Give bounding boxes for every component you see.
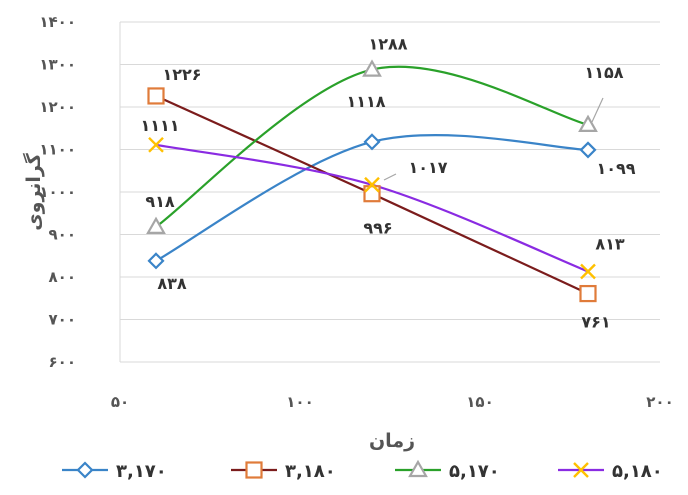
data-label: ۸۱۳ xyxy=(595,234,625,253)
legend-entry: ۳,۱۷۰ xyxy=(62,461,167,482)
x-tick-label: ۱۰۰ xyxy=(286,393,313,411)
data-label: ۷۶۱ xyxy=(581,313,610,332)
leader-line xyxy=(383,173,397,181)
x-tick-label: ۵۰ xyxy=(111,393,129,411)
gridlines xyxy=(120,21,660,363)
legend: ۳,۱۷۰ ۳,۱۸۰ ۵,۱۷۰ ۵,۱۸۰ xyxy=(62,459,663,482)
data-labels: ۸۳۸ ۱۱۱۸ ۱۰۹۹ ۱۲۲۶ ۹۹۶ ۷۶۱ ۹۱۸ ۱۲۸۸ ۱۱۵۸ ۱۱۱۱ ۱۰۱۷… xyxy=(140,35,635,332)
y-tick-label: ۱۰۰۰ xyxy=(39,183,76,201)
series-3-point xyxy=(362,59,382,77)
series-3-point xyxy=(578,114,598,132)
series-1-point xyxy=(363,133,381,151)
axes: ۶۰۰ ۷۰۰ ۸۰۰ ۹۰۰ ۱۰۰۰ ۱۱۰۰ ۱۲۰۰ ۱۳۰۰ ۱۴۰۰ ۵۰ ۱۰۰ ۱۵۰… xyxy=(39,13,673,411)
y-tick-label: ۹۰۰ xyxy=(49,226,76,244)
leader-line xyxy=(591,97,604,123)
legend-entry: ۳,۱۸۰ xyxy=(231,461,336,482)
legend-entry: ۵,۱۸۰ xyxy=(558,461,663,482)
x-tick-label: ۱۵۰ xyxy=(466,393,493,411)
x-axis-title: زمان xyxy=(369,430,415,452)
data-label: ۱۰۱۷ xyxy=(408,158,447,177)
series-line-4 xyxy=(155,143,589,273)
data-label: ۱۱۵۸ xyxy=(584,63,623,82)
y-tick-label: ۸۰۰ xyxy=(49,268,76,286)
data-label: ۱۲۸۸ xyxy=(368,35,407,54)
legend-entry: ۵,۱۷۰ xyxy=(395,459,500,482)
series-4-point xyxy=(364,176,380,193)
series-2-point xyxy=(579,284,597,303)
legend-label: ۳,۱۸۰ xyxy=(285,461,336,482)
legend-label: ۵,۱۸۰ xyxy=(612,461,663,482)
y-tick-label: ۶۰۰ xyxy=(49,353,76,371)
series-4-point xyxy=(148,136,164,153)
y-tick-label: ۱۲۰۰ xyxy=(39,98,76,116)
legend-marker xyxy=(408,459,428,478)
data-label: ۱۱۱۱ xyxy=(140,116,179,135)
data-label: ۸۳۸ xyxy=(157,274,187,293)
y-tick-label: ۱۱۰۰ xyxy=(39,141,76,159)
data-label: ۹۱۸ xyxy=(145,192,175,211)
legend-marker xyxy=(76,461,94,479)
series-2-point xyxy=(147,87,165,105)
series-1-point xyxy=(579,141,597,159)
data-label: ۱۱۱۸ xyxy=(346,92,385,111)
data-label: ۱۰۹۹ xyxy=(596,159,635,178)
data-label: ۹۹۶ xyxy=(363,219,392,238)
legend-marker xyxy=(245,461,263,479)
legend-label: ۳,۱۷۰ xyxy=(116,461,167,482)
series-group xyxy=(146,59,598,303)
y-axis-title: گرانروی xyxy=(22,152,45,231)
legend-label: ۵,۱۷۰ xyxy=(449,461,500,482)
legend-marker xyxy=(573,462,589,478)
x-tick-label: ۲۰۰ xyxy=(646,393,673,411)
y-tick-label: ۱۳۰۰ xyxy=(39,56,76,74)
y-tick-label: ۷۰۰ xyxy=(49,311,76,329)
y-tick-label: ۱۴۰۰ xyxy=(39,13,76,31)
series-4-point xyxy=(580,263,596,280)
series-1-point xyxy=(147,252,165,270)
series-3-point xyxy=(146,216,166,234)
data-label: ۱۲۲۶ xyxy=(162,65,201,84)
